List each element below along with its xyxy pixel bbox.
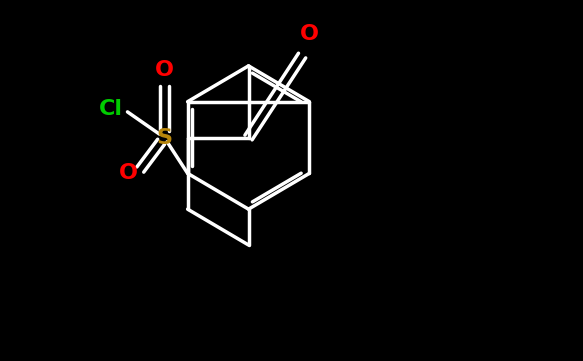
Text: O: O [155,60,174,80]
Text: O: O [300,25,319,44]
Text: S: S [156,127,173,148]
Text: O: O [118,163,138,183]
Text: Cl: Cl [99,99,123,119]
